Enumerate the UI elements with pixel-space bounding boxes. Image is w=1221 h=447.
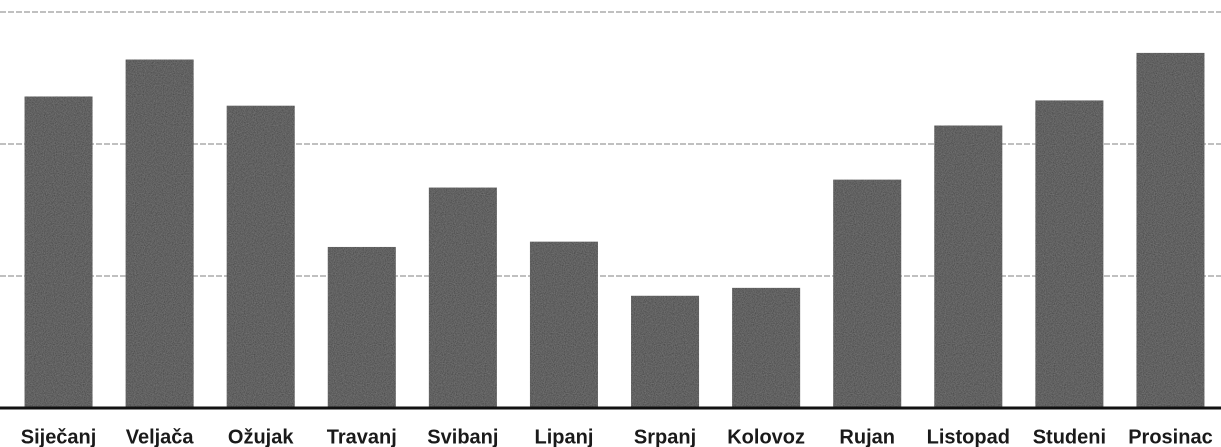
bar bbox=[1136, 52, 1205, 409]
x-tick-label: Lipanj bbox=[535, 426, 594, 447]
bar bbox=[327, 246, 396, 408]
bar bbox=[24, 96, 93, 408]
x-tick-label: Svibanj bbox=[427, 426, 498, 447]
bar bbox=[125, 59, 194, 409]
x-tick-label: Studeni bbox=[1033, 426, 1106, 447]
x-tick-label: Rujan bbox=[839, 426, 895, 447]
bar bbox=[428, 187, 497, 408]
x-tick-label: Prosinac bbox=[1128, 426, 1212, 447]
bar bbox=[934, 125, 1003, 409]
x-tick-label: Listopad bbox=[927, 426, 1010, 447]
x-tick-label: Srpanj bbox=[634, 426, 696, 447]
x-tick-label: Veljača bbox=[126, 426, 195, 447]
bar bbox=[631, 295, 700, 408]
x-tick-label: Ožujak bbox=[228, 426, 294, 447]
x-tick-label: Kolovoz bbox=[727, 426, 805, 447]
bar bbox=[1035, 100, 1104, 408]
bar bbox=[226, 105, 295, 408]
bar bbox=[833, 179, 902, 408]
x-tick-label: Travanj bbox=[327, 426, 397, 447]
bar bbox=[732, 287, 801, 408]
bar bbox=[529, 241, 598, 408]
x-tick-label: Siječanj bbox=[21, 426, 97, 447]
